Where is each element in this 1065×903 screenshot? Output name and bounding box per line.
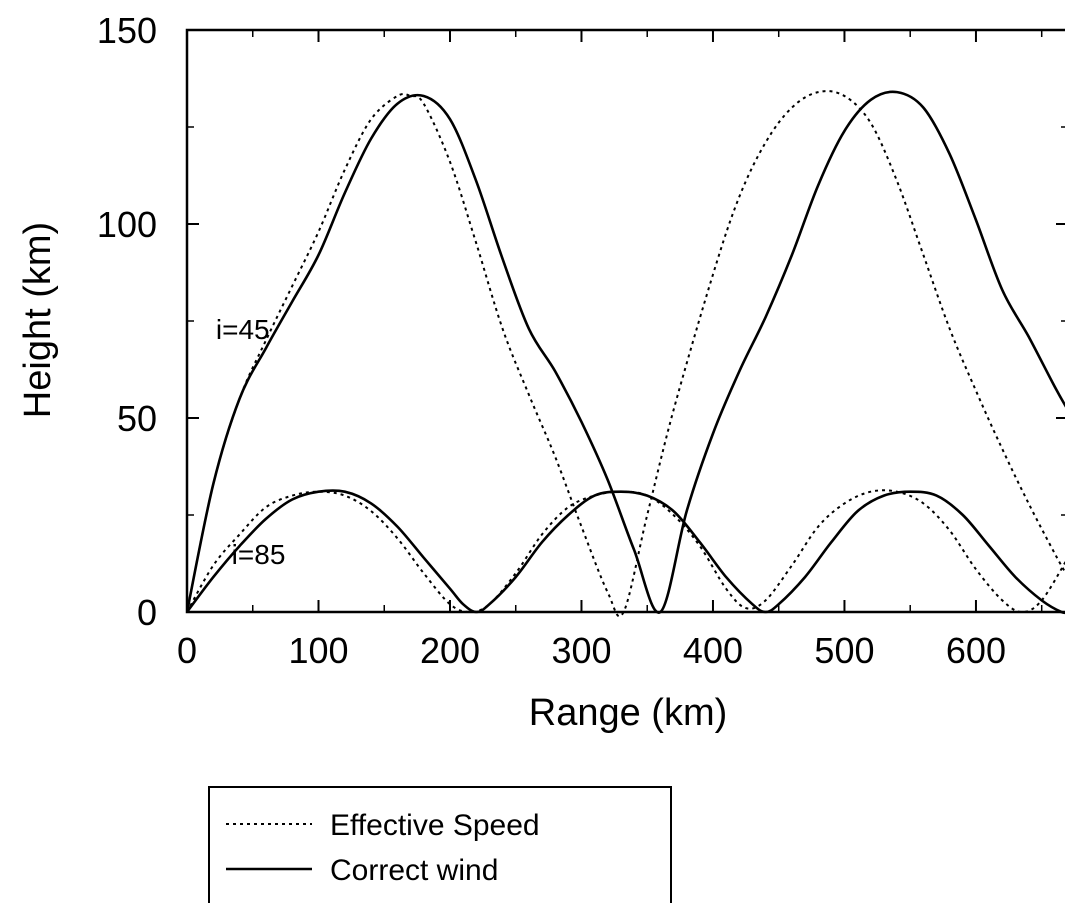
- annotation-label: i=45: [216, 314, 270, 345]
- x-tick-label: 600: [946, 630, 1006, 671]
- x-tick-label: 400: [683, 630, 743, 671]
- x-tick-label: 300: [551, 630, 611, 671]
- series-line-effective-speed-i85: [187, 489, 1065, 614]
- x-tick-label: 200: [420, 630, 480, 671]
- series-line-correct-wind-i45: [187, 90, 1065, 614]
- x-axis-ticks: 0 100 200 300 400 500 600: [177, 30, 1043, 671]
- y-tick-label: 150: [97, 10, 157, 51]
- series-line-correct-wind-i85: [187, 489, 1065, 615]
- legend: Effective Speed Correct wind: [208, 786, 672, 903]
- x-axis-label: Range (km): [529, 692, 728, 734]
- x-tick-label: 100: [288, 630, 348, 671]
- y-tick-label: 0: [137, 592, 157, 633]
- legend-box: [208, 786, 672, 903]
- x-tick-label: 500: [814, 630, 874, 671]
- annotations: i=45 i=85: [216, 314, 285, 570]
- plot-border: [185, 28, 1065, 614]
- series-line-effective-speed-i45: [187, 90, 1065, 617]
- annotation-label: i=85: [232, 539, 286, 570]
- y-axis-label: Height (km): [17, 222, 59, 418]
- series-layer: [187, 90, 1065, 617]
- x-tick-label: 0: [177, 630, 197, 671]
- y-tick-label: 50: [117, 398, 157, 439]
- y-axis-ticks: 0 50 100 150: [97, 10, 1065, 633]
- legend-label-correct-wind: Correct wind: [330, 854, 498, 887]
- plot-frame: [185, 28, 1065, 614]
- y-tick-label: 100: [97, 204, 157, 245]
- legend-label-effective-speed: Effective Speed: [330, 809, 540, 842]
